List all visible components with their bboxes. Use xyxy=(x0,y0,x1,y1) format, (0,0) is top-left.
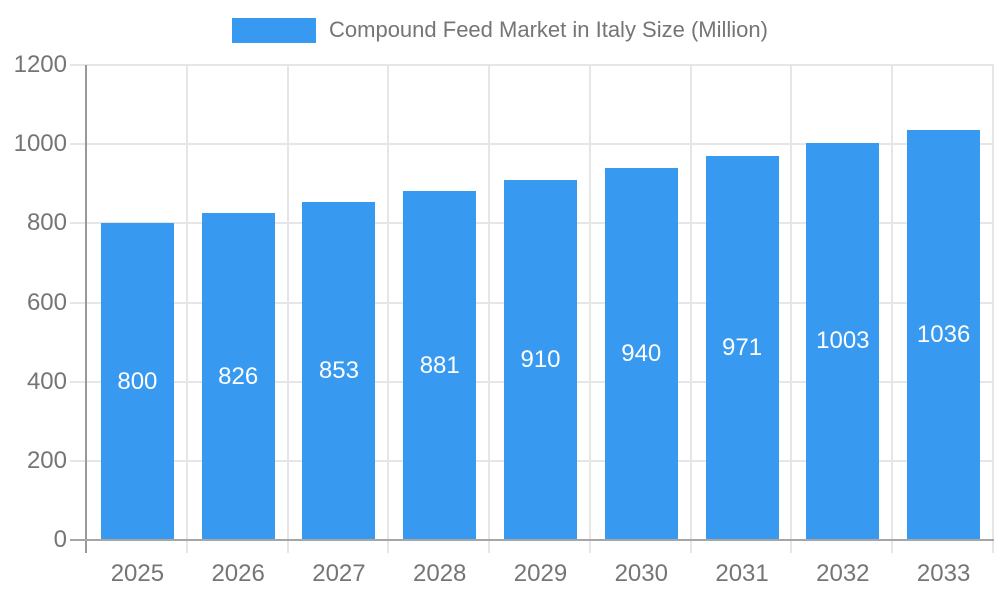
y-axis-tick-label: 800 xyxy=(26,209,67,237)
x-axis-tick-label: 2027 xyxy=(312,560,366,587)
x-axis-tick-label: 2033 xyxy=(916,560,971,587)
y-axis-line xyxy=(85,65,87,553)
y-axis-tick-label: 400 xyxy=(26,367,67,395)
bar-value-label: 826 xyxy=(218,362,259,390)
bar-value-label: 1036 xyxy=(916,320,971,348)
grid-line-vertical xyxy=(488,65,491,553)
bar-2025[interactable] xyxy=(100,223,174,540)
grid-line-vertical xyxy=(387,65,390,553)
grid-line-vertical xyxy=(992,65,994,553)
bar-2031[interactable] xyxy=(705,155,779,540)
x-axis-tick-label: 2026 xyxy=(211,560,265,587)
y-axis-tick-label: 1200 xyxy=(13,51,67,78)
bar-2033[interactable] xyxy=(907,129,981,540)
bar-2028[interactable] xyxy=(403,191,477,540)
y-axis-tick-label: 200 xyxy=(26,446,67,474)
grid-line-vertical xyxy=(790,65,793,553)
bar-2030[interactable] xyxy=(604,167,678,540)
x-axis-tick-label: 2030 xyxy=(614,560,668,587)
y-axis-tick-label: 0 xyxy=(53,526,67,553)
grid-line-horizontal xyxy=(70,64,994,66)
bar-2029[interactable] xyxy=(504,179,577,540)
x-axis-tick-label: 2031 xyxy=(715,560,769,587)
grid-line-horizontal xyxy=(70,143,994,146)
y-axis-tick-label: 1000 xyxy=(13,130,67,158)
x-axis-tick-label: 2029 xyxy=(513,560,568,587)
bar-value-label: 940 xyxy=(621,339,662,367)
bar-value-label: 881 xyxy=(419,351,460,379)
bar-2026[interactable] xyxy=(201,213,275,540)
legend-label: Compound Feed Market in Italy Size (Mill… xyxy=(329,17,768,42)
bar-value-label: 910 xyxy=(520,345,561,373)
x-axis-tick-label: 2032 xyxy=(816,560,870,587)
x-axis-tick-label: 2028 xyxy=(413,560,467,587)
x-axis-tick-label: 2025 xyxy=(110,560,165,587)
bar-2027[interactable] xyxy=(302,202,376,540)
bar-value-label: 800 xyxy=(117,367,158,395)
bar-value-label: 971 xyxy=(722,333,763,361)
chart-legend[interactable]: Compound Feed Market in Italy Size (Mill… xyxy=(0,17,1000,43)
bar-2032[interactable] xyxy=(806,142,880,540)
grid-line-vertical xyxy=(286,65,289,553)
bar-value-label: 853 xyxy=(318,357,359,385)
y-axis-tick-label: 600 xyxy=(26,288,67,316)
x-axis-line xyxy=(70,539,994,541)
legend-swatch[interactable] xyxy=(232,17,317,43)
bar-value-label: 1003 xyxy=(816,327,870,355)
grid-line-vertical xyxy=(689,65,692,553)
grid-line-vertical xyxy=(185,65,188,553)
grid-line-vertical xyxy=(891,65,894,553)
plot-area: 0 200 400 600 800 1000 1200 800 2025 826 2026 853 20… xyxy=(14,51,994,587)
grid-line-vertical xyxy=(588,65,591,553)
